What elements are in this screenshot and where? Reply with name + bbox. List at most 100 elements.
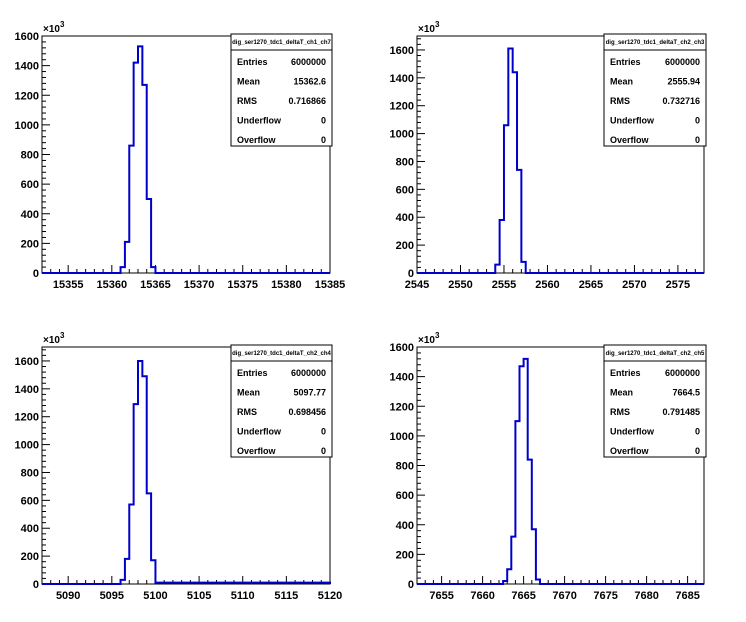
x-tick-label: 7670: [552, 590, 576, 602]
y-tick-label: 1200: [15, 412, 39, 424]
histogram-series: [42, 359, 331, 585]
histogram-series: [42, 45, 330, 274]
stats-title: dig_ser1270_tdc1_deltaT_ch1_ch7: [232, 40, 331, 46]
stats-row-value: 0: [695, 427, 700, 437]
stats-row-value: 0.698456: [288, 407, 326, 417]
y-tick-label: 1600: [15, 31, 39, 43]
stats-row-value: 6000000: [291, 368, 326, 378]
y-tick-label: 1200: [390, 101, 414, 113]
y-tick-label: 200: [396, 549, 414, 561]
stats-row-value: 6000000: [665, 57, 700, 67]
stats-row-value: 0: [695, 446, 700, 456]
y-exponent-label: ×103: [43, 331, 65, 346]
stats-row-label: Overflow: [237, 135, 277, 145]
y-tick-label: 600: [21, 179, 39, 191]
y-tick-label: 400: [21, 209, 39, 221]
stats-row-label: Underflow: [237, 116, 282, 126]
histogram-series: [417, 47, 704, 274]
stats-row-label: Underflow: [237, 427, 282, 437]
y-tick-label: 1600: [390, 342, 414, 354]
y-tick-label: 800: [396, 461, 414, 473]
x-tick-label: 15355: [53, 279, 84, 291]
stats-row-value: 0.716866: [288, 96, 326, 106]
x-tick-label: 2575: [666, 279, 690, 291]
stats-row-label: Underflow: [610, 116, 655, 126]
y-tick-label: 1400: [390, 73, 414, 85]
stats-row-label: Overflow: [610, 446, 650, 456]
stats-row-value: 2555.94: [667, 77, 700, 87]
x-tick-label: 15380: [271, 279, 302, 291]
y-tick-label: 800: [21, 467, 39, 479]
y-tick-label: 0: [33, 268, 39, 280]
y-tick-label: 600: [396, 184, 414, 196]
stats-row-value: 6000000: [665, 368, 700, 378]
x-tick-label: 2545: [405, 279, 429, 291]
histogram-panel-3: 0 200 400 600 800 1000 1200 1400 1600 5090 5095 510…: [15, 331, 343, 602]
stats-row-label: RMS: [610, 96, 630, 106]
y-tick-label: 0: [408, 268, 414, 280]
stats-box: [603, 33, 707, 147]
x-tick-label: 15375: [227, 279, 258, 291]
y-tick-label: 0: [408, 579, 414, 591]
histogram-panel-1: 0 200 400 600 800 1000 1200 1400 1600 15355 15360 1…: [15, 20, 346, 291]
stats-row-label: Entries: [610, 368, 641, 378]
y-tick-label: 1400: [390, 372, 414, 384]
stats-row-label: Overflow: [610, 135, 650, 145]
x-tick-label: 15360: [97, 279, 128, 291]
x-tick-label: 15370: [184, 279, 215, 291]
y-exponent-label: ×103: [418, 331, 440, 346]
stats-row-label: Underflow: [610, 427, 655, 437]
stats-row-value: 0: [321, 116, 326, 126]
x-tick-label: 5095: [100, 590, 124, 602]
y-exponent-label: ×103: [418, 20, 440, 35]
y-tick-label: 200: [21, 551, 39, 563]
x-tick-label: 2555: [492, 279, 516, 291]
y-tick-label: 1000: [390, 431, 414, 443]
y-tick-label: 0: [33, 579, 39, 591]
stats-row-value: 0: [695, 135, 700, 145]
stats-box: [230, 33, 333, 147]
x-tick-label: 5120: [318, 590, 342, 602]
stats-row-value: 15362.6: [293, 77, 326, 87]
x-tick-label: 5100: [143, 590, 167, 602]
stats-row-value: 7664.5: [672, 388, 700, 398]
stats-title: dig_ser1270_tdc1_deltaT_ch2_ch4: [232, 351, 331, 357]
y-tick-label: 400: [396, 520, 414, 532]
stats-title: dig_ser1270_tdc1_deltaT_ch2_ch5: [606, 351, 705, 357]
stats-row-label: Overflow: [237, 446, 277, 456]
stats-row-label: Mean: [237, 388, 260, 398]
x-tick-label: 5090: [56, 590, 80, 602]
stats-row-value: 0: [321, 135, 326, 145]
x-tick-label: 7660: [470, 590, 494, 602]
y-tick-label: 1400: [15, 384, 39, 396]
x-tick-label: 7680: [634, 590, 658, 602]
x-tick-label: 2560: [535, 279, 559, 291]
histogram-series: [417, 357, 704, 585]
plot-frame: [41, 346, 331, 585]
x-tick-label: 2550: [448, 279, 472, 291]
stats-row-label: Entries: [237, 368, 268, 378]
x-tick-label: 5115: [274, 590, 298, 602]
y-tick-label: 600: [21, 495, 39, 507]
y-tick-label: 400: [21, 523, 39, 535]
x-tick-label: 15365: [140, 279, 171, 291]
stats-row-label: Mean: [610, 77, 633, 87]
x-tick-label: 7655: [429, 590, 453, 602]
stats-row-label: RMS: [237, 96, 257, 106]
y-tick-label: 200: [21, 238, 39, 250]
x-tick-label: 7685: [675, 590, 699, 602]
x-tick-label: 15385: [315, 279, 346, 291]
stats-row-label: Mean: [610, 388, 633, 398]
y-tick-label: 1000: [15, 440, 39, 452]
stats-box: [603, 344, 707, 458]
stats-row-value: 0: [321, 446, 326, 456]
stats-row-label: Entries: [237, 57, 268, 67]
y-tick-label: 1200: [15, 90, 39, 102]
y-tick-label: 1400: [15, 61, 39, 73]
x-tick-label: 2565: [579, 279, 603, 291]
y-tick-label: 800: [21, 150, 39, 162]
histogram-panel-2: 0 200 400 600 800 1000 1200 1400 1600 2545 2550 255…: [390, 20, 707, 291]
stats-box: [230, 344, 333, 458]
y-tick-label: 600: [396, 490, 414, 502]
